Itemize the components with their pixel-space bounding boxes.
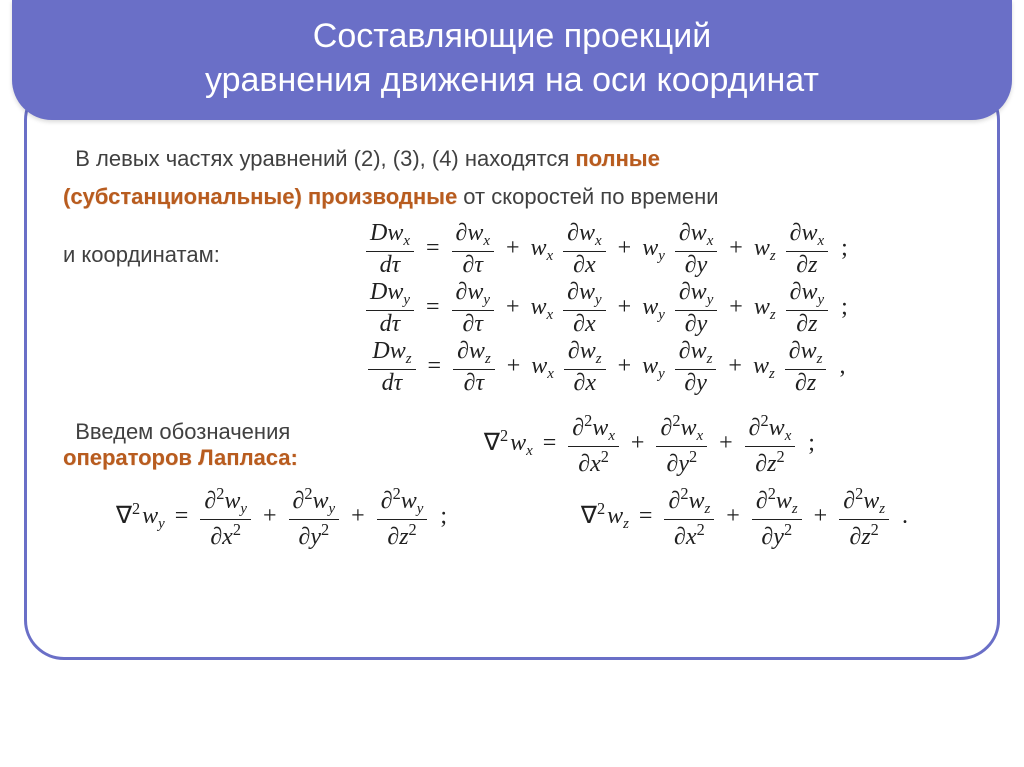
eq-dwz: Dwzdτ = ∂wz∂τ + wx ∂wz∂x + wy ∂wz∂y + wz… [250, 339, 961, 396]
intro-highlight-1: полные [575, 146, 659, 171]
content-frame: В левых частях уравнений (2), (3), (4) н… [24, 80, 1000, 660]
intro-text-b: от скоростей по времени [457, 184, 718, 209]
laplace-row-1: Введем обозначения операторов Лапласа: ∇… [63, 410, 961, 479]
laplace-intro-block: Введем обозначения операторов Лапласа: [63, 419, 298, 471]
laplace-row-2: ∇2wy = ∂2wy∂x2 + ∂2wy∂y2 + ∂2wy∂z2 ; ∇2w… [63, 483, 961, 552]
substantial-derivatives-block: Dwxdτ = ∂wx∂τ + wx ∂wx∂x + wy ∂wx∂y + wz… [250, 219, 961, 398]
eq-laplace-wx: ∇2wx = ∂2wx∂x2 + ∂2wx∂y2 + ∂2wx∂z2 ; [338, 412, 961, 477]
eq-dwx: Dwxdτ = ∂wx∂τ + wx ∂wx∂x + wy ∂wx∂y + wz… [250, 221, 961, 278]
laplace-intro-highlight: операторов Лапласа: [63, 445, 298, 470]
intro-paragraph: В левых частях уравнений (2), (3), (4) н… [63, 143, 961, 175]
intro-text-c: и координатам: [63, 219, 220, 271]
intro-highlight-2: (субстанциональные) производные [63, 184, 457, 209]
title-line-2: уравнения движения на оси координат [32, 58, 992, 102]
eq-laplace-wy: ∇2wy = ∂2wy∂x2 + ∂2wy∂y2 + ∂2wy∂z2 ; [116, 485, 447, 550]
eq-laplace-wz: ∇2wz = ∂2wz∂x2 + ∂2wz∂y2 + ∂2wz∂z2 . [581, 485, 908, 550]
laplace-intro-a: Введем обозначения [75, 419, 290, 444]
eq-dwy: Dwydτ = ∂wy∂τ + wx ∂wy∂x + wy ∂wy∂y + wz… [250, 280, 961, 337]
title-line-1: Составляющие проекций [32, 14, 992, 58]
intro-text-a: В левых частях уравнений (2), (3), (4) н… [75, 146, 575, 171]
slide-title: Составляющие проекций уравнения движения… [12, 0, 1012, 120]
intro-paragraph-2: (субстанциональные) производные от скоро… [63, 181, 961, 213]
